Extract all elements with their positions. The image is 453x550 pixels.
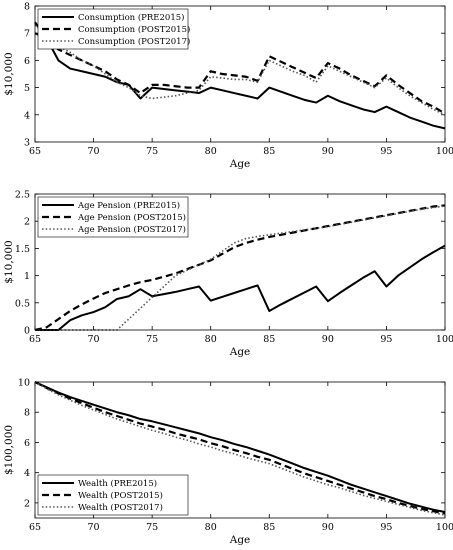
legend: Consumption (PRE2015)Consumption (POST20… [37, 8, 190, 50]
y-tick-label: 7 [24, 29, 30, 40]
legend-entry: Wealth (POST2017) [78, 502, 163, 513]
x-tick-label: 75 [146, 522, 158, 533]
y-axis-label: $10,000 [3, 52, 15, 95]
legend-entry: Age Pension (POST2017) [77, 224, 186, 235]
x-tick-label: 65 [29, 334, 41, 345]
series-line-2-3 [35, 205, 446, 331]
legend-box [37, 474, 189, 516]
y-tick-label: 0.5 [15, 298, 30, 309]
x-tick-label: 80 [205, 334, 217, 345]
series-line-1-2 [34, 21, 446, 115]
x-tick-label: 100 [436, 334, 453, 345]
y-axis-label: $100,000 [3, 425, 15, 475]
x-tick-label: 80 [205, 146, 217, 157]
y-tick-label: 6 [24, 438, 30, 449]
series-line-3-1 [34, 381, 446, 513]
legend: Wealth (PRE2015)Wealth (POST2015)Wealth … [37, 474, 189, 516]
legend-entry: Wealth (POST2015) [78, 490, 163, 501]
x-tick-label: 75 [146, 334, 158, 345]
legend-entry: Wealth (PRE2015) [78, 478, 157, 489]
y-tick-label: 8 [24, 408, 30, 419]
x-tick-label: 80 [205, 522, 217, 533]
x-tick-label: 85 [263, 522, 275, 533]
x-tick-label: 85 [263, 146, 275, 157]
x-tick-label: 65 [29, 146, 41, 157]
y-tick-label: 1 [24, 271, 30, 282]
legend-entry: Consumption (PRE2015) [78, 12, 184, 23]
x-tick-label: 95 [380, 522, 392, 533]
y-tick-label: 2 [24, 498, 30, 509]
x-axis-label: Age [229, 346, 251, 358]
legend: Age Pension (PRE2015)Age Pension (POST20… [37, 196, 189, 238]
x-tick-label: 100 [436, 522, 453, 533]
x-tick-label: 70 [88, 522, 100, 533]
legend-box [37, 196, 189, 238]
legend-entry: Consumption (POST2015) [78, 24, 190, 35]
x-tick-label: 90 [322, 334, 334, 345]
y-tick-label: 6 [24, 56, 30, 67]
x-tick-label: 70 [88, 146, 100, 157]
y-tick-label: 10 [18, 378, 30, 389]
x-axis-label: Age [229, 158, 251, 170]
y-tick-label: 4 [24, 110, 30, 121]
chart-panel-1: 65 70 75 80 85 90 95 100 3 4 5 6 7 8 Age $10,000 Consump… [3, 2, 453, 171]
plot-frame [34, 193, 446, 331]
y-tick-label: 1.5 [15, 244, 30, 255]
legend-entry: Age Pension (POST2015) [77, 212, 186, 223]
x-tick-label: 90 [322, 522, 334, 533]
y-tick-label: 3 [24, 138, 30, 149]
x-tick-label: 100 [436, 146, 453, 157]
x-axis-label: Age [229, 534, 251, 546]
y-tick-label: 0 [24, 326, 30, 337]
plot-frame [34, 381, 446, 519]
x-tick-label: 95 [380, 334, 392, 345]
legend-entry: Consumption (POST2017) [78, 36, 190, 47]
y-tick-label: 4 [24, 468, 30, 479]
x-tick-label: 85 [263, 334, 275, 345]
x-tick-label: 90 [322, 146, 334, 157]
x-tick-label: 65 [29, 522, 41, 533]
series-line-1-3 [34, 24, 446, 116]
legend-entry: Age Pension (PRE2015) [77, 200, 180, 211]
x-tick-label: 70 [88, 334, 100, 345]
legend-box [37, 8, 189, 50]
x-tick-label: 95 [380, 146, 392, 157]
y-tick-label: 5 [24, 83, 30, 94]
y-tick-label: 8 [24, 2, 30, 13]
series-line-3-3 [34, 381, 446, 516]
y-tick-label: 2 [24, 217, 30, 228]
chart-panel-2: 65 70 75 80 85 90 95 100 0 0.5 1 1.5 2 2.5 Age $10,000 A… [3, 190, 453, 359]
chart-panel-3: 65 70 75 80 85 90 95 100 2 4 6 8 10 Age $100,000 Wealth… [3, 378, 453, 547]
plot-frame [34, 5, 446, 143]
x-tick-label: 75 [146, 146, 158, 157]
series-line-1-1 [34, 32, 446, 130]
y-axis-label: $10,000 [3, 240, 15, 283]
series-line-2-1 [35, 244, 446, 331]
y-tick-label: 2.5 [15, 190, 30, 201]
